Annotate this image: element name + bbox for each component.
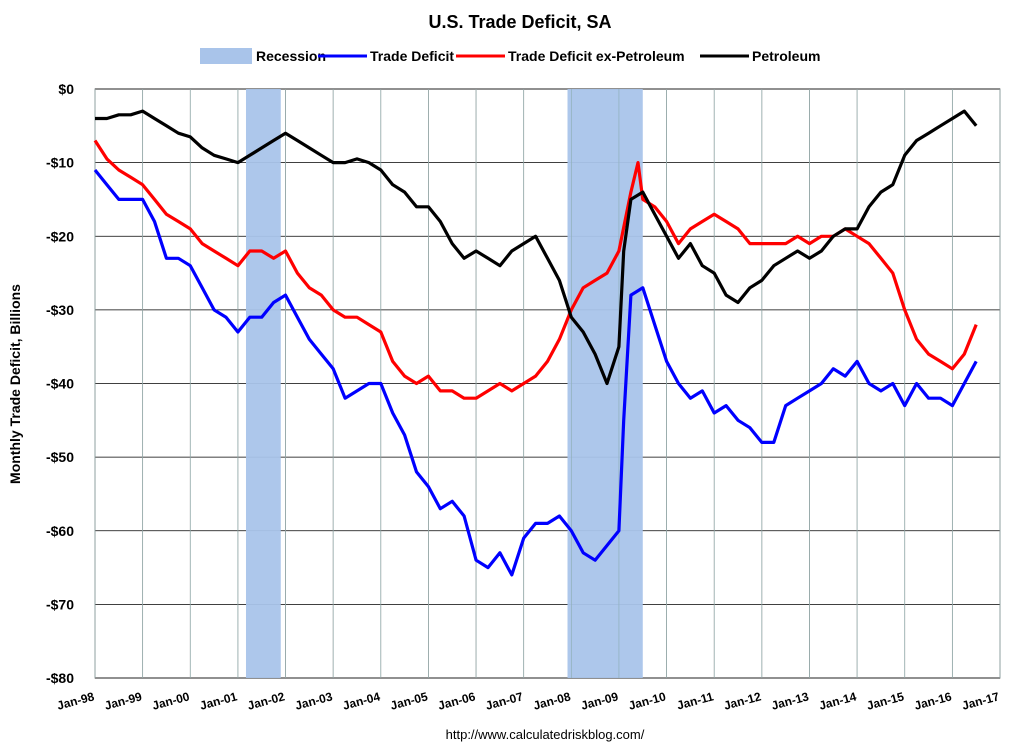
y-tick-label: -$50 xyxy=(46,449,74,465)
x-tick-label: Jan-16 xyxy=(913,689,954,712)
legend-label-recession: Recession xyxy=(256,48,326,64)
x-tick-label: Jan-10 xyxy=(627,689,668,712)
x-axis: Jan-98 Jan-99 Jan-00 Jan-01 Jan-02 Jan-03 Jan-… xyxy=(55,689,1001,712)
y-axis-label: Monthly Trade Deficit, Billions xyxy=(7,284,23,484)
x-tick-label: Jan-02 xyxy=(246,689,287,712)
chart-title: U.S. Trade Deficit, SA xyxy=(428,12,611,32)
y-tick-label: $0 xyxy=(58,81,74,97)
x-tick-label: Jan-00 xyxy=(151,689,192,712)
x-tick-label: Jan-08 xyxy=(532,689,573,712)
series-line-trade-deficit-ex-petroleum xyxy=(93,139,978,400)
x-tick-label: Jan-03 xyxy=(294,689,335,712)
x-tick-label: Jan-99 xyxy=(103,689,144,712)
x-tick-label: Jan-12 xyxy=(722,689,763,712)
y-tick-label: -$70 xyxy=(46,596,74,612)
x-tick-label: Jan-06 xyxy=(436,689,477,712)
y-tick-label: -$10 xyxy=(46,155,74,171)
legend: Recession Trade Deficit Trade Deficit ex-P… xyxy=(200,48,820,64)
recession-band xyxy=(245,89,281,678)
x-tick-label: Jan-05 xyxy=(389,689,430,712)
x-tick-label: Jan-14 xyxy=(818,689,859,712)
x-tick-label: Jan-11 xyxy=(675,689,715,712)
y-tick-label: -$60 xyxy=(46,523,74,539)
y-tick-label: -$80 xyxy=(46,670,74,686)
x-tick-label: Jan-09 xyxy=(579,689,620,712)
legend-label-1: Trade Deficit ex-Petroleum xyxy=(508,48,685,64)
y-axis: $0 -$10 -$20 -$30 -$40 -$50 -$60 -$70 -$80 xyxy=(46,81,74,686)
x-tick-label: Jan-98 xyxy=(55,689,96,712)
source-url: http://www.calculatedriskblog.com/ xyxy=(446,727,645,742)
x-tick-label: Jan-04 xyxy=(341,689,382,712)
x-tick-label: Jan-07 xyxy=(484,689,525,712)
y-tick-label: -$30 xyxy=(46,302,74,318)
grid xyxy=(94,88,1001,679)
x-tick-label: Jan-17 xyxy=(960,689,1001,712)
recession-band xyxy=(567,89,643,678)
series-line-trade-deficit xyxy=(93,168,978,577)
series-line-petroleum xyxy=(95,109,978,386)
y-tick-label: -$40 xyxy=(46,376,74,392)
x-tick-label: Jan-13 xyxy=(770,689,811,712)
series-lines xyxy=(93,109,978,577)
recession-bands xyxy=(94,89,1001,678)
legend-label-2: Petroleum xyxy=(752,48,820,64)
legend-swatch-recession xyxy=(200,48,252,64)
x-tick-label: Jan-15 xyxy=(865,689,906,712)
legend-label-0: Trade Deficit xyxy=(370,48,454,64)
x-tick-label: Jan-01 xyxy=(198,689,239,712)
y-tick-label: -$20 xyxy=(46,228,74,244)
